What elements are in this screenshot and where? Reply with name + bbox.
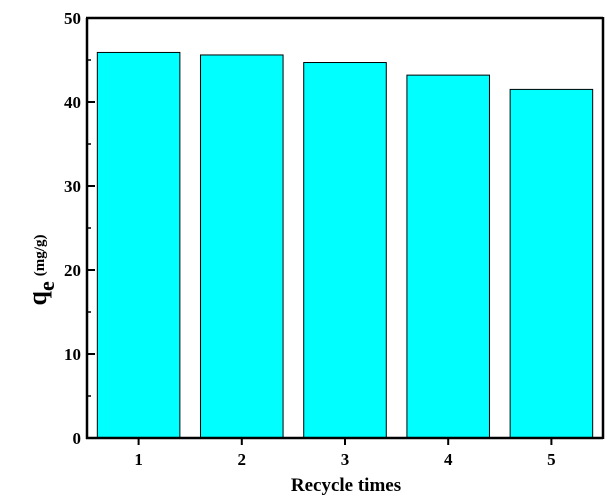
y-tick-label: 40 xyxy=(64,93,81,112)
y-tick-label: 10 xyxy=(64,345,81,364)
y-tick-label: 0 xyxy=(73,429,82,448)
y-axis-title-subscript: e xyxy=(34,281,59,291)
y-tick-label: 20 xyxy=(64,261,81,280)
x-ticks-group: 1 2 3 4 5 xyxy=(134,438,556,469)
y-tick-label: 50 xyxy=(64,9,81,28)
y-axis-title-main: q xyxy=(23,290,52,305)
bar-1 xyxy=(96,51,181,439)
bar-5 xyxy=(509,88,594,439)
x-tick-label: 4 xyxy=(444,450,453,469)
x-axis-title: Recycle times xyxy=(291,475,401,496)
y-axis-title-unit: (mg/g) xyxy=(32,235,48,277)
x-tick-label: 3 xyxy=(341,450,350,469)
y-axis-title: qe (mg/g) xyxy=(23,235,59,306)
bar-2 xyxy=(200,54,284,439)
x-tick-label: 2 xyxy=(238,450,247,469)
y-tick-label: 30 xyxy=(64,177,81,196)
bars-group xyxy=(96,51,594,439)
bar-3 xyxy=(303,62,387,439)
bar-4 xyxy=(406,74,490,439)
y-ticks-group: 0 10 20 30 40 50 xyxy=(64,9,95,448)
x-tick-label: 5 xyxy=(547,450,556,469)
svg-text:qe(mg/g): qe (mg/g) xyxy=(23,235,59,306)
x-tick-label: 1 xyxy=(134,450,143,469)
